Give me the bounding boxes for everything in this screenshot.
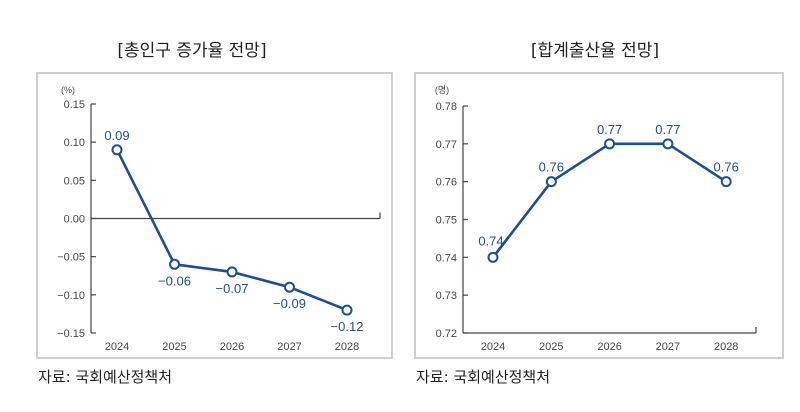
data-label: −0.09 bbox=[273, 296, 306, 311]
data-point bbox=[284, 281, 295, 293]
chart-panel-population-growth: [총인구 증가율 전망] (%) 0.15 0.10 0.05 0.00 −0.05 −0.… bbox=[36, 41, 393, 386]
data-point bbox=[720, 176, 732, 188]
data-point bbox=[169, 258, 180, 270]
y-tick-label: 0.73 bbox=[436, 290, 457, 302]
y-tick-label: −0.15 bbox=[57, 328, 85, 340]
data-point bbox=[545, 176, 557, 188]
data-label: −0.06 bbox=[158, 273, 191, 288]
data-point bbox=[487, 251, 499, 263]
source-note: 자료: 국회예산정책처 bbox=[416, 368, 551, 386]
y-tick-label: 0.78 bbox=[436, 101, 457, 113]
data-label: 0.76 bbox=[539, 160, 564, 175]
data-point bbox=[341, 304, 353, 316]
x-tick-label: 2026 bbox=[220, 341, 244, 353]
y-tick-label: 0.75 bbox=[436, 215, 457, 227]
chart-title: [합계출산율 전망] bbox=[530, 41, 660, 61]
y-tick-label: 0.15 bbox=[64, 99, 85, 111]
chart-frame bbox=[414, 72, 784, 359]
x-tick-label: 2025 bbox=[162, 341, 186, 353]
data-point bbox=[226, 266, 238, 278]
line-chart-population-growth: (%) 0.15 0.10 0.05 0.00 −0.05 −0.10 −0.15 2024 20… bbox=[57, 85, 381, 353]
data-label: 0.77 bbox=[597, 122, 622, 137]
x-tick-label: 2028 bbox=[714, 341, 738, 353]
x-tick-label: 2024 bbox=[105, 341, 129, 353]
x-tick-label: 2026 bbox=[597, 341, 621, 353]
x-tick-label: 2028 bbox=[335, 341, 359, 353]
y-tick-label: 0.00 bbox=[64, 214, 85, 226]
y-axis-unit-label: (%) bbox=[61, 85, 75, 95]
x-tick-label: 2024 bbox=[481, 341, 505, 353]
chart-frame bbox=[36, 72, 393, 359]
x-tick-label: 2025 bbox=[539, 341, 563, 353]
data-label: 0.77 bbox=[655, 122, 680, 137]
y-tick-label: 0.74 bbox=[436, 252, 457, 264]
data-label: 0.76 bbox=[714, 160, 739, 175]
y-tick-label: 0.77 bbox=[436, 139, 457, 151]
data-label: 0.09 bbox=[104, 128, 129, 143]
data-label: −0.07 bbox=[216, 281, 249, 296]
data-label: 0.74 bbox=[478, 233, 503, 248]
y-tick-label: 0.10 bbox=[64, 137, 85, 149]
data-point bbox=[662, 138, 674, 150]
y-tick-label: 0.05 bbox=[64, 175, 85, 187]
data-label: −0.12 bbox=[331, 319, 364, 334]
source-note: 자료: 국회예산정책처 bbox=[38, 368, 173, 386]
chart-title: [총인구 증가율 전망] bbox=[117, 41, 267, 61]
data-point bbox=[604, 138, 616, 150]
y-tick-label: −0.10 bbox=[57, 290, 85, 302]
line-chart-fertility-rate: (명) 0.78 0.77 0.76 0.75 0.74 0.73 0.72 2024 2025 2… bbox=[435, 85, 757, 353]
x-tick-label: 2027 bbox=[277, 341, 301, 353]
data-point bbox=[111, 144, 123, 156]
y-tick-label: −0.05 bbox=[57, 252, 85, 264]
chart-panel-fertility-rate: [합계출산율 전망] (명) 0.78 0.77 0.76 0.75 0.74 0.73 0.… bbox=[400, 0, 800, 412]
series-line bbox=[491, 142, 727, 259]
y-tick-label: 0.72 bbox=[436, 328, 457, 340]
x-tick-label: 2027 bbox=[656, 341, 680, 353]
y-axis-unit-label: (명) bbox=[435, 85, 449, 95]
y-tick-label: 0.76 bbox=[436, 177, 457, 189]
